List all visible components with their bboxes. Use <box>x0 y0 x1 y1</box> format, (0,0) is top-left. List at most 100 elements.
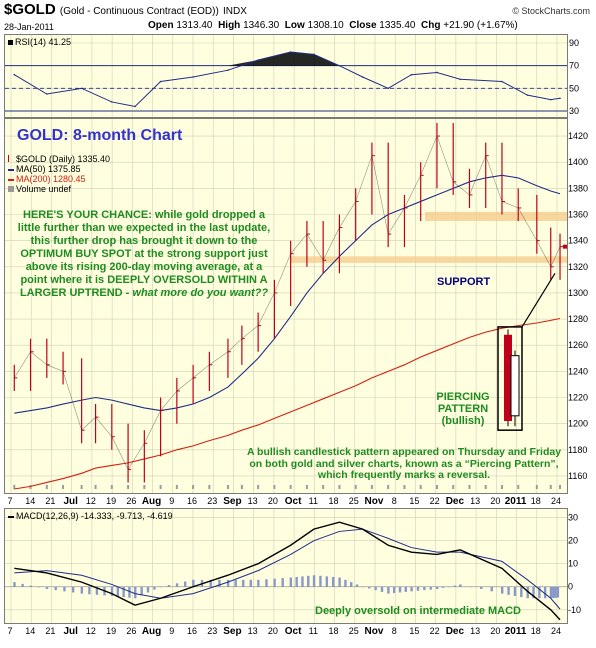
macd-histogram-bar <box>116 586 120 597</box>
price-tick-label: 1160 <box>568 471 587 481</box>
x-tick-label: 16 <box>187 496 197 506</box>
macd-line <box>14 521 561 621</box>
price-tick-label: 1400 <box>568 157 588 167</box>
price-y-axis: 1160 1180 1200 1220 1240 1260 1280 1300 1320 1340… <box>568 131 588 481</box>
macd-histogram-bar <box>332 576 335 587</box>
bullish-note: A bullish candlestick pattern appeared o… <box>246 446 562 481</box>
x-tick-label: Dec <box>446 496 465 507</box>
macd-histogram-bar <box>257 579 260 587</box>
ma200-line <box>14 317 561 490</box>
chart-date: 28-Jan-2011 <box>4 22 54 32</box>
price-tick-label: 1240 <box>568 366 588 376</box>
macd-histogram-bar <box>307 575 310 587</box>
macd-histogram-bar <box>410 586 413 592</box>
main-annotation-text: HERE'S YOUR CHANCE: while gold dropped a… <box>17 209 271 299</box>
macd-histogram-bar <box>234 579 237 587</box>
volume-bar <box>403 485 406 489</box>
macd-histogram-bar <box>134 586 137 599</box>
x-tick-label: 14 <box>25 496 35 506</box>
macd-tick-label: -10 <box>568 605 581 615</box>
macd-tick-label: 20 <box>568 536 578 546</box>
volume-bar <box>500 485 503 489</box>
rsi-point <box>46 93 48 95</box>
x-tick-label: Oct <box>285 626 302 637</box>
macd-histogram-bar <box>380 586 384 592</box>
macd-histogram-bar <box>183 581 187 587</box>
rsi-point <box>526 94 529 96</box>
volume-bar <box>192 485 195 489</box>
x-tick-label: 23 <box>207 626 217 636</box>
rsi-y-axis: 30 50 70 90 <box>569 38 579 116</box>
volume-bar <box>549 485 552 489</box>
chg-label: Chg <box>421 20 441 31</box>
macd-histogram-bar <box>192 579 195 587</box>
x-tick-label: 26 <box>126 496 136 506</box>
rsi-point <box>410 73 413 76</box>
x-tick-label: 18 <box>329 496 339 506</box>
chg-value: +21.90 (+1.67%) <box>443 20 518 31</box>
macd-panel: MACD(12,26,9) -14.333, -9.713, -4.619 De… <box>4 508 568 624</box>
x-tick-label: 12 <box>86 496 96 506</box>
x-tick-label: 22 <box>430 626 440 636</box>
macd-legend-values: -14.333, -9.713, -4.619 <box>81 511 173 521</box>
price-tick-label: 1420 <box>568 131 588 141</box>
macd-histogram-bar <box>338 577 341 587</box>
macd-histogram-bar <box>45 586 49 590</box>
main-annotation: HERE'S YOUR CHANCE: while gold dropped a… <box>13 209 275 300</box>
macd-x-axis: 7 14 21 Jul 12 19 26 Aug 9 16 23 Sep 13 20 Oct 11 18 25 No… <box>7 626 561 637</box>
macd-histogram-bar <box>21 583 24 587</box>
piercing-label-sub: (bullish) <box>441 415 485 427</box>
volume-bar <box>208 485 211 489</box>
x-tick-label: 15 <box>409 496 419 506</box>
price-tick-label: 1280 <box>568 314 588 324</box>
open-label: Open <box>148 20 174 31</box>
macd-marker-icon <box>8 515 14 518</box>
macd-histogram-bar <box>374 586 377 591</box>
macd-histogram-bar <box>37 586 41 588</box>
x-tick-label: 20 <box>268 496 278 506</box>
macd-legend-label: MACD(12,26,9) <box>16 511 79 521</box>
macd-histogram-bar <box>507 586 510 595</box>
legend-ma50-text: MA(50) 1375.85 <box>16 164 81 174</box>
x-tick-label: 25 <box>349 496 359 506</box>
rsi-point <box>227 69 229 71</box>
candle-black <box>504 334 512 422</box>
macd-histogram-bar <box>167 585 171 587</box>
piercing-box <box>497 326 523 431</box>
macd-histogram-bar <box>312 575 316 587</box>
rsi-point <box>257 59 259 61</box>
x-tick-label: Nov <box>365 496 384 507</box>
macd-histogram-bar <box>95 586 99 595</box>
volume-bar-icon <box>8 186 14 192</box>
macd-histogram-bar <box>480 586 483 590</box>
ma50-line <box>14 174 561 414</box>
macd-histogram-bar <box>295 576 298 587</box>
x-tick-label: 9 <box>169 496 174 506</box>
macd-histogram-bar <box>319 575 322 587</box>
volume-bar <box>354 485 357 489</box>
volume-bar <box>289 485 292 489</box>
volume-bar <box>305 485 308 489</box>
volume-bar <box>484 485 487 489</box>
x-tick-label: 16 <box>187 626 197 636</box>
macd-histogram-bar <box>146 586 150 593</box>
macd-histogram-bar <box>459 584 462 587</box>
macd-histogram-bar <box>350 582 353 587</box>
quote-line: Open 1313.40 High 1346.30 Low 1308.10 Cl… <box>148 20 518 31</box>
x-tick-label: 23 <box>207 496 217 506</box>
x-tick-label: Oct <box>285 496 302 507</box>
macd-histogram-bar <box>520 586 523 598</box>
macd-histogram-bar <box>538 586 541 599</box>
last-price-marker <box>563 244 567 249</box>
macd-histogram-bar <box>500 586 504 594</box>
rsi-point <box>13 73 16 76</box>
pointer-line <box>521 273 556 328</box>
price-tick-label: 1300 <box>568 288 588 298</box>
x-tick-label: Sep <box>223 496 241 507</box>
macd-histogram-bar <box>63 586 66 592</box>
x-tick-label: 26 <box>126 626 136 636</box>
x-tick-label: 22 <box>430 496 440 506</box>
x-tick-label: 8 <box>392 626 397 636</box>
rsi-tick-label: 50 <box>569 83 579 93</box>
x-tick-label: 24 <box>551 626 561 636</box>
